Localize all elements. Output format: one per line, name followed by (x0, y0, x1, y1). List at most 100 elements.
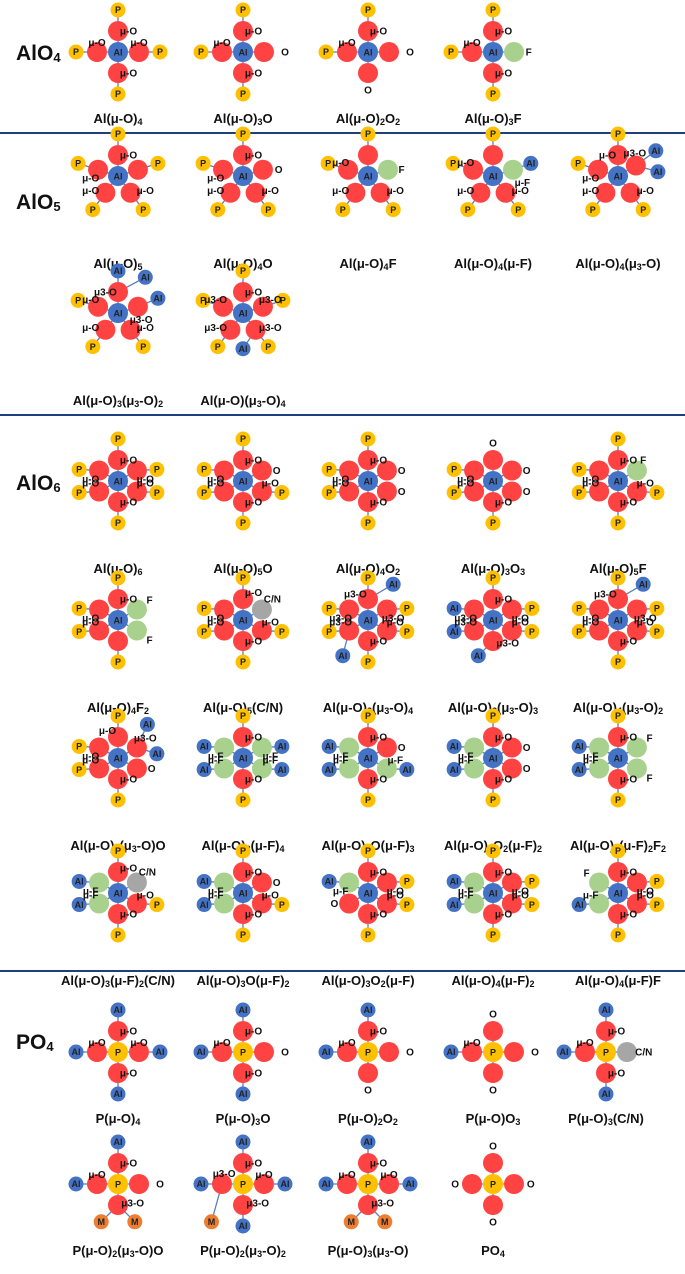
p-atom (360, 431, 376, 447)
svg-text:Al: Al (406, 1179, 415, 1189)
structure-cell: P Al P Al P P Al μ-O μ-F μ-O μ-F μ-O μ-O Al(μ-O)4(μ-F… (428, 833, 558, 989)
p-atom (149, 485, 165, 501)
svg-text:P: P (240, 89, 246, 99)
svg-text:Al: Al (239, 309, 248, 319)
structure-cell: P P P P P Al Al μ-O μ3-O μ3-O μ3-O μ3-O Al(μ-O)(μ3-O… (178, 253, 308, 409)
oxygen-atom (251, 620, 272, 641)
p-atom (68, 44, 84, 60)
svg-text:Al: Al (239, 889, 248, 899)
al-atom (139, 716, 155, 732)
central-al-atom (233, 166, 253, 186)
svg-text:μ-O: μ-O (338, 1170, 355, 1181)
svg-text:μ-O: μ-O (245, 1069, 262, 1080)
fluorine-atom (126, 620, 147, 641)
fluorine-atom (464, 872, 485, 893)
al-atom (110, 1134, 126, 1150)
svg-text:μ-O: μ-O (495, 775, 512, 786)
svg-text:P: P (603, 1048, 609, 1058)
central-al-atom (483, 610, 503, 630)
section-title-po4: PO4 (16, 1031, 54, 1054)
fluorine-atom (464, 893, 485, 914)
al-atom (235, 341, 251, 357)
oxygen-atom (233, 631, 253, 651)
svg-text:μ3-O: μ3-O (634, 613, 657, 624)
svg-text:μ-O: μ-O (82, 618, 99, 629)
oxygen-atom (358, 63, 378, 83)
svg-text:μ-O: μ-O (245, 498, 262, 509)
structure-caption: Al(μ-O)4(μ-F) (454, 256, 532, 272)
svg-text:μ-O: μ-O (457, 186, 474, 197)
fluorine-atom (251, 758, 272, 779)
oxygen-atom (245, 182, 266, 203)
svg-text:Al: Al (200, 765, 209, 775)
svg-text:P: P (240, 129, 246, 139)
oxygen-atom (462, 1042, 482, 1062)
svg-text:P: P (465, 205, 471, 215)
central-al-atom (233, 883, 253, 903)
svg-text:μ-O: μ-O (120, 1159, 137, 1170)
al-atom (196, 873, 212, 889)
svg-text:O: O (398, 743, 406, 754)
svg-text:Al: Al (153, 294, 162, 304)
oxygen-atom (129, 1042, 149, 1062)
svg-text:μ-O: μ-O (82, 474, 99, 485)
al-atom (196, 897, 212, 913)
svg-text:P: P (115, 1048, 121, 1058)
oxygen-atom (620, 182, 641, 203)
svg-text:μ-O: μ-O (332, 186, 349, 197)
central-p-atom (596, 1042, 616, 1062)
p-atom (135, 202, 151, 218)
p-atom (149, 461, 165, 477)
p-atom (110, 708, 126, 724)
svg-text:P: P (76, 627, 82, 637)
svg-text:μ-O: μ-O (207, 613, 224, 624)
oxygen-atom (108, 631, 128, 651)
svg-text:μ-O: μ-O (370, 1027, 387, 1038)
al-atom (635, 576, 651, 592)
svg-text:Al: Al (450, 627, 459, 637)
oxygen-atom (126, 758, 147, 779)
p-atom (360, 126, 376, 142)
p-atom (321, 461, 337, 477)
svg-text:Al: Al (489, 889, 498, 899)
oxygen-atom (251, 872, 272, 893)
central-al-atom (233, 471, 253, 491)
svg-text:μ-O: μ-O (370, 27, 387, 38)
svg-text:O: O (489, 1217, 497, 1228)
p-atom (110, 843, 126, 859)
svg-text:μ-F: μ-F (458, 886, 474, 897)
oxygen-atom (120, 319, 141, 340)
svg-text:P: P (201, 604, 207, 614)
svg-text:P: P (76, 742, 82, 752)
structure-caption: P(μ-O)4 (95, 1111, 141, 1127)
svg-text:μ-O: μ-O (82, 756, 99, 767)
p-atom (485, 792, 501, 808)
oxygen-atom (252, 296, 273, 317)
oxygen-atom (233, 727, 253, 747)
fluorine-atom (626, 737, 647, 758)
oxygen-atom (220, 319, 241, 340)
oxygen-atom (233, 63, 253, 83)
svg-text:μ-O: μ-O (207, 474, 224, 485)
svg-text:μ3-O: μ3-O (204, 295, 227, 306)
oxygen-atom (504, 1174, 524, 1194)
p-atom (196, 600, 212, 616)
p-atom (524, 897, 540, 913)
oxygen-atom (129, 42, 149, 62)
svg-text:μ-O: μ-O (120, 27, 137, 38)
svg-text:O: O (523, 487, 531, 498)
svg-text:Al: Al (575, 765, 584, 775)
oxygen-atom (462, 1174, 482, 1194)
svg-text:μ-O: μ-O (99, 726, 116, 737)
al-atom (110, 1002, 126, 1018)
metal-atom (343, 1214, 359, 1230)
fluorine-atom (376, 758, 397, 779)
oxygen-atom (483, 1195, 503, 1215)
